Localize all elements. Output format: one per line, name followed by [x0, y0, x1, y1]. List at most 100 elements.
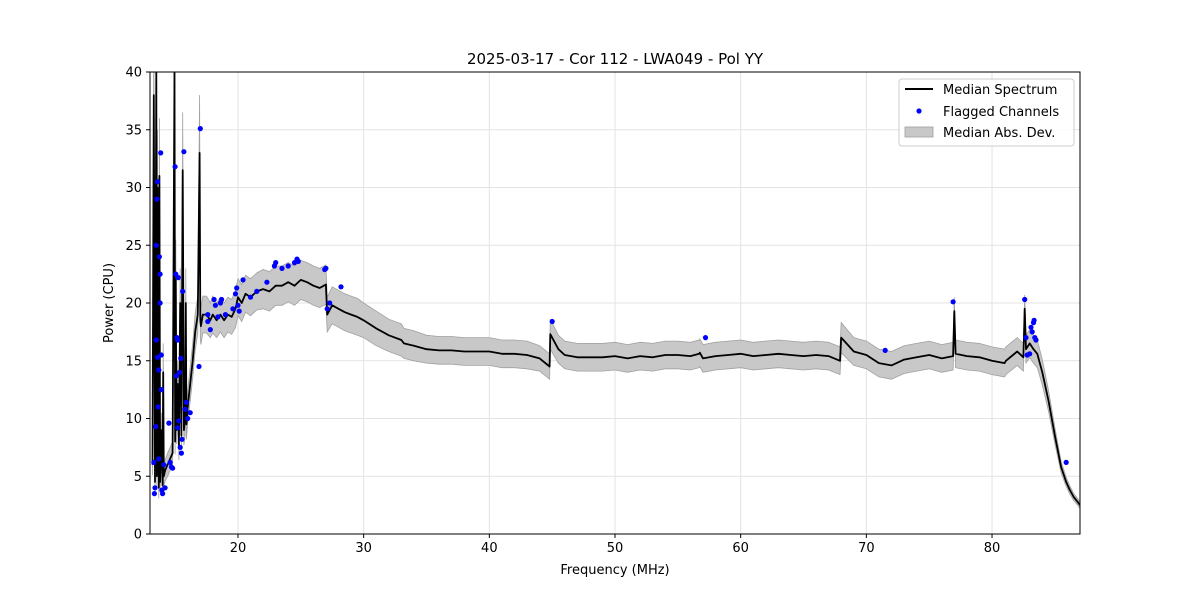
- flagged-channel-point: [175, 337, 181, 343]
- flagged-channel-point: [187, 410, 193, 416]
- flagged-channel-point: [183, 399, 189, 405]
- flagged-channel-point: [1031, 317, 1037, 323]
- flagged-channel-point: [338, 284, 344, 290]
- flagged-channel-point: [180, 288, 186, 294]
- flagged-channel-point: [196, 363, 202, 370]
- flagged-channel-point: [1028, 324, 1034, 330]
- y-tick-label: 40: [125, 66, 142, 81]
- flagged-channel-point: [181, 149, 187, 155]
- plot-area: [151, 72, 1080, 510]
- flagged-channel-point: [323, 265, 329, 271]
- flagged-channel-point: [230, 306, 236, 312]
- x-tick-label: 50: [607, 541, 624, 556]
- flagged-channel-point: [273, 260, 279, 266]
- flagged-channel-point: [232, 291, 239, 297]
- flagged-channel-point: [1033, 337, 1039, 343]
- flagged-channel-point: [882, 347, 888, 353]
- median-spectrum-line: [151, 72, 1080, 506]
- flagged-channel-point: [215, 314, 221, 320]
- flagged-channel-point: [1063, 459, 1069, 465]
- flagged-channel-point: [197, 126, 203, 132]
- x-tick-label: 40: [481, 541, 498, 556]
- flagged-channel-point: [158, 352, 164, 358]
- y-tick-label: 25: [125, 239, 142, 254]
- flagged-channel-point: [240, 277, 246, 283]
- flagged-channel-point: [219, 296, 225, 303]
- y-tick-label: 10: [125, 412, 142, 427]
- flagged-channel-point: [950, 299, 956, 305]
- flagged-channel-point: [549, 318, 555, 325]
- flagged-channel-point: [173, 373, 179, 379]
- flagged-channel-point: [170, 465, 176, 471]
- legend: Median Spectrum Flagged Channels Median Ab…: [898, 78, 1075, 147]
- flagged-channel-point: [151, 459, 157, 465]
- flagged-channel-point: [172, 164, 178, 170]
- flagged-channel-point: [155, 404, 161, 410]
- flagged-channel-point: [156, 367, 162, 373]
- flagged-channel-point: [157, 271, 163, 277]
- flagged-channel-point: [254, 288, 260, 294]
- flagged-channel-point: [151, 491, 157, 497]
- flagged-channel-point: [175, 425, 181, 431]
- flagged-channel-point: [156, 456, 162, 462]
- flagged-channel-point: [279, 265, 285, 271]
- flagged-channel-point: [185, 415, 191, 422]
- flagged-channel-point: [176, 418, 182, 424]
- grid: [150, 71, 1080, 535]
- flagged-channel-point: [327, 300, 333, 306]
- flagged-channel-point: [235, 302, 241, 308]
- flagged-channel-point: [157, 300, 163, 306]
- flagged-channel-point: [177, 444, 183, 450]
- y-axis: 0 5 10 15 20 25 30 35 40: [125, 66, 150, 543]
- x-tick-label: 80: [984, 541, 1001, 556]
- flagged-channel-point: [247, 294, 254, 300]
- flagged-channel-point: [176, 369, 183, 375]
- y-tick-label: 20: [125, 297, 142, 312]
- flagged-channel-point: [154, 354, 161, 360]
- flagged-channel-point: [158, 150, 164, 156]
- y-tick-label: 0: [134, 528, 142, 543]
- x-axis: 20 30 40 50 60 70 80: [230, 534, 1001, 556]
- flagged-channel-point: [153, 337, 159, 343]
- flagged-channel-point: [160, 491, 166, 497]
- legend-label: Flagged Channels: [943, 105, 1059, 120]
- flagged-channel-point: [178, 450, 184, 456]
- legend-label: Median Spectrum: [943, 83, 1057, 98]
- y-tick-label: 5: [134, 470, 142, 485]
- legend-point-swatch: [916, 108, 922, 114]
- flagged-channel-point: [222, 312, 228, 318]
- chart-title: 2025-03-17 - Cor 112 - LWA049 - Pol YY: [467, 50, 764, 68]
- x-tick-label: 30: [355, 541, 372, 556]
- flagged-channel-point: [178, 355, 184, 361]
- flagged-channel-point: [153, 242, 159, 248]
- flagged-channel-point: [162, 485, 168, 491]
- x-tick-label: 20: [230, 541, 247, 556]
- flagged-channel-point: [154, 196, 160, 202]
- y-tick-label: 30: [125, 181, 142, 196]
- x-tick-label: 60: [732, 541, 749, 556]
- flagged-channel-point: [1029, 329, 1035, 335]
- flagged-channel-point: [702, 335, 709, 341]
- flagged-channel-point: [236, 308, 242, 314]
- x-tick-label: 70: [858, 541, 875, 556]
- flagged-channel-point: [179, 436, 185, 442]
- flagged-channel-point: [324, 306, 330, 312]
- flagged-channel-point: [1027, 351, 1033, 357]
- flagged-channel-point: [166, 420, 172, 426]
- flagged-channel-point: [182, 406, 188, 412]
- flagged-channel-point: [175, 275, 181, 281]
- flagged-channel-point: [167, 459, 173, 465]
- y-tick-label: 35: [125, 123, 142, 138]
- flagged-channel-point: [205, 312, 211, 318]
- flagged-channel-point: [205, 318, 211, 325]
- x-axis-label: Frequency (MHz): [560, 563, 669, 578]
- flagged-channel-point: [212, 302, 218, 308]
- legend-label: Median Abs. Dev.: [943, 126, 1055, 141]
- flagged-channel-point: [153, 424, 159, 430]
- flagged-channel-point: [158, 387, 164, 393]
- legend-band-swatch: [904, 126, 934, 138]
- flagged-channel-point: [156, 254, 162, 260]
- flagged-channel-point: [152, 485, 158, 491]
